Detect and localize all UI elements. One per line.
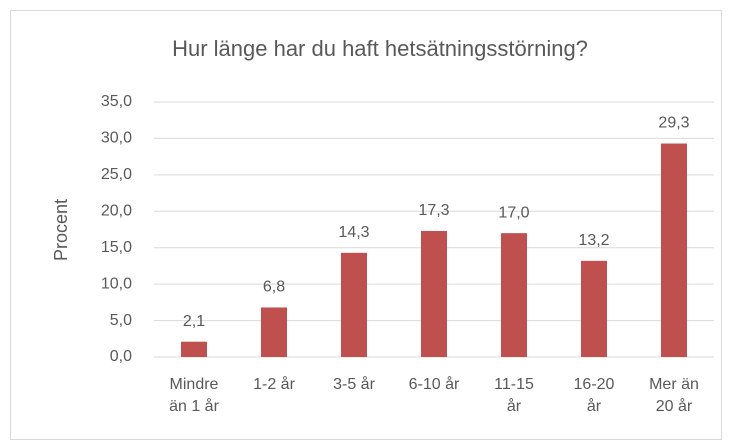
- bar: [261, 307, 287, 357]
- bar: [581, 260, 607, 357]
- x-tick-label: Mer än 20 år: [649, 376, 699, 415]
- x-tick-label: 16-20 år: [573, 376, 615, 415]
- y-tick-label: 10,0: [101, 275, 132, 292]
- x-tick-label: 6-10 år: [408, 376, 460, 393]
- bar: [341, 252, 367, 357]
- data-label: 29,3: [658, 115, 689, 132]
- y-tick-label: 25,0: [101, 166, 132, 183]
- y-tick-label: 0,0: [110, 348, 132, 365]
- y-axis-label: Procent: [51, 199, 71, 261]
- data-label: 17,3: [418, 202, 449, 219]
- data-label: 6,8: [263, 279, 285, 296]
- chart-border: [10, 10, 722, 440]
- bar: [421, 230, 447, 357]
- y-tick-label: 30,0: [101, 130, 132, 147]
- x-tick-label: 11-15 år: [494, 376, 534, 415]
- bar: [661, 143, 687, 357]
- data-label: 2,1: [183, 313, 205, 330]
- y-tick-label: 15,0: [101, 239, 132, 256]
- chart-title: Hur länge har du haft hetsätningsstörnin…: [172, 36, 588, 61]
- bar: [501, 233, 527, 357]
- x-tick-label: 3-5 år: [333, 376, 375, 393]
- x-tick-label: 1-2 år: [253, 376, 295, 393]
- y-tick-label: 20,0: [101, 203, 132, 220]
- data-label: 17,0: [498, 204, 529, 221]
- data-label: 13,2: [578, 232, 609, 249]
- y-tick-label: 5,0: [110, 312, 132, 329]
- x-tick-label: Mindre än 1 år: [169, 376, 219, 415]
- y-tick-label: 35,0: [101, 93, 132, 110]
- bar: [181, 341, 207, 357]
- data-label: 14,3: [338, 224, 369, 241]
